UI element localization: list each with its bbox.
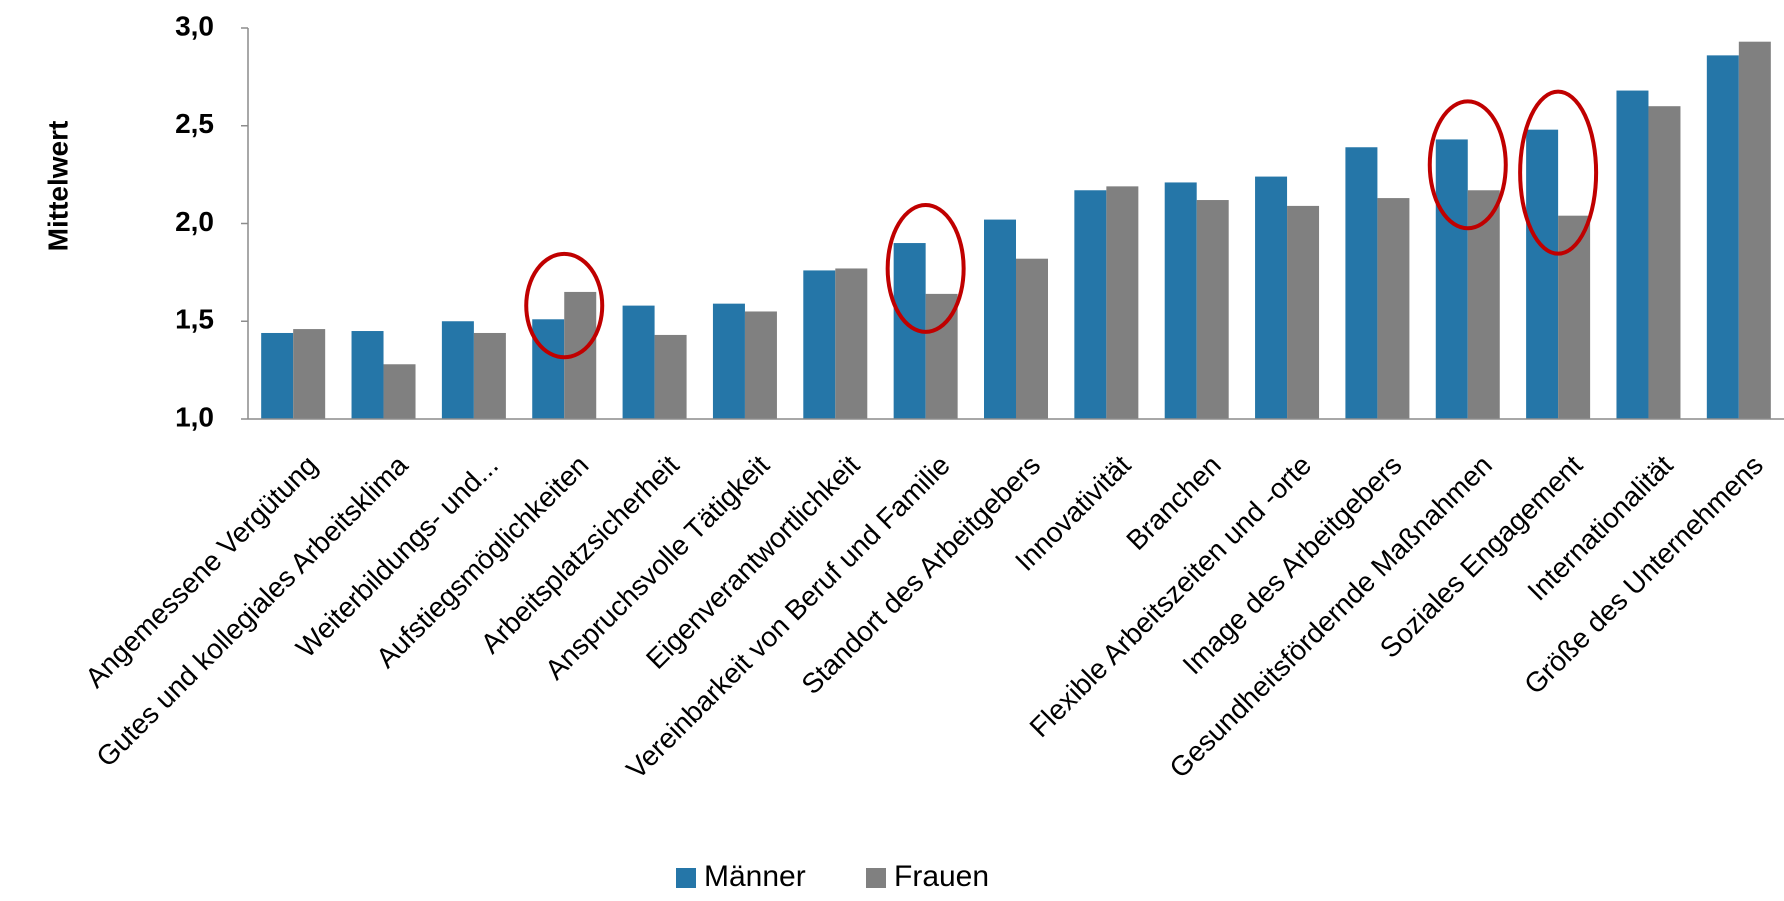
bar-frauen xyxy=(1016,258,1048,419)
bar-frauen xyxy=(293,329,326,419)
y-tick-label: 2,5 xyxy=(175,108,214,139)
bar-maenner xyxy=(622,305,655,419)
bars xyxy=(261,41,1771,420)
bar-frauen xyxy=(744,311,777,419)
bar-frauen xyxy=(654,334,687,419)
bar-maenner xyxy=(1526,129,1559,419)
highlight-markers xyxy=(524,89,1599,360)
y-tick-label: 1,5 xyxy=(175,304,214,335)
bar-maenner xyxy=(984,219,1016,419)
legend-label: Frauen xyxy=(894,860,989,893)
bar-frauen xyxy=(1196,200,1229,419)
bar-group xyxy=(1706,41,1771,420)
highlight-ellipse xyxy=(1518,89,1599,256)
bar-frauen xyxy=(1648,106,1681,419)
bar-group xyxy=(1345,147,1410,419)
x-tick-label: Gesundheitsfördernde Maßnahmen xyxy=(1164,449,1498,783)
bar-group xyxy=(1074,186,1139,419)
bar-maenner xyxy=(532,319,565,419)
legend-swatch xyxy=(676,868,696,888)
bar-group xyxy=(622,305,687,419)
y-axis: 1,0 1,5 2,0 2,5 3,0 xyxy=(175,10,249,432)
bar-maenner xyxy=(441,321,474,419)
bar-group xyxy=(1255,176,1320,419)
legend: Männer Frauen xyxy=(676,860,989,893)
bar-maenner xyxy=(1616,90,1649,419)
y-tick-label: 2,0 xyxy=(175,206,214,237)
bar-group xyxy=(984,219,1048,419)
bar-maenner xyxy=(1706,55,1739,420)
y-axis-label: Mittelwert xyxy=(42,121,73,252)
bar-group xyxy=(1526,129,1591,419)
bar-frauen xyxy=(835,268,868,419)
bar-maenner xyxy=(1435,139,1468,419)
bar-group xyxy=(532,291,597,419)
bar-frauen xyxy=(473,332,506,419)
highlight-ellipse xyxy=(885,203,966,334)
bar-maenner xyxy=(803,270,836,419)
bar-group xyxy=(261,329,326,419)
bar-group xyxy=(1616,90,1681,419)
y-tick-label: 3,0 xyxy=(175,10,214,41)
bar-group xyxy=(1435,139,1500,419)
bar-group xyxy=(1164,182,1229,419)
bar-maenner xyxy=(1255,176,1288,419)
bar-frauen xyxy=(1558,215,1591,419)
bar-group xyxy=(351,331,416,419)
bar-maenner xyxy=(351,331,384,419)
bar-frauen xyxy=(383,364,416,419)
legend-label: Männer xyxy=(704,860,806,893)
bar-maenner xyxy=(1164,182,1197,419)
bar-group xyxy=(441,321,506,419)
bar-group xyxy=(803,268,868,419)
bar-frauen xyxy=(1738,41,1771,420)
bar-maenner xyxy=(261,332,294,419)
x-tick-label: Vereinbarkeit von Beruf und Familie xyxy=(620,449,956,785)
legend-item: Männer xyxy=(676,860,806,893)
bar-frauen xyxy=(1377,198,1410,419)
y-tick-label: 1,0 xyxy=(175,401,214,432)
bar-maenner xyxy=(1074,190,1107,419)
highlight-ellipse xyxy=(524,251,605,360)
bar-maenner xyxy=(1345,147,1378,419)
legend-swatch xyxy=(866,868,886,888)
bar-group xyxy=(712,303,777,419)
bar-maenner xyxy=(712,303,745,419)
bar-frauen xyxy=(1287,205,1320,419)
legend-item: Frauen xyxy=(866,860,989,893)
bar-frauen xyxy=(1106,186,1139,419)
highlight-ellipse xyxy=(1427,99,1508,231)
